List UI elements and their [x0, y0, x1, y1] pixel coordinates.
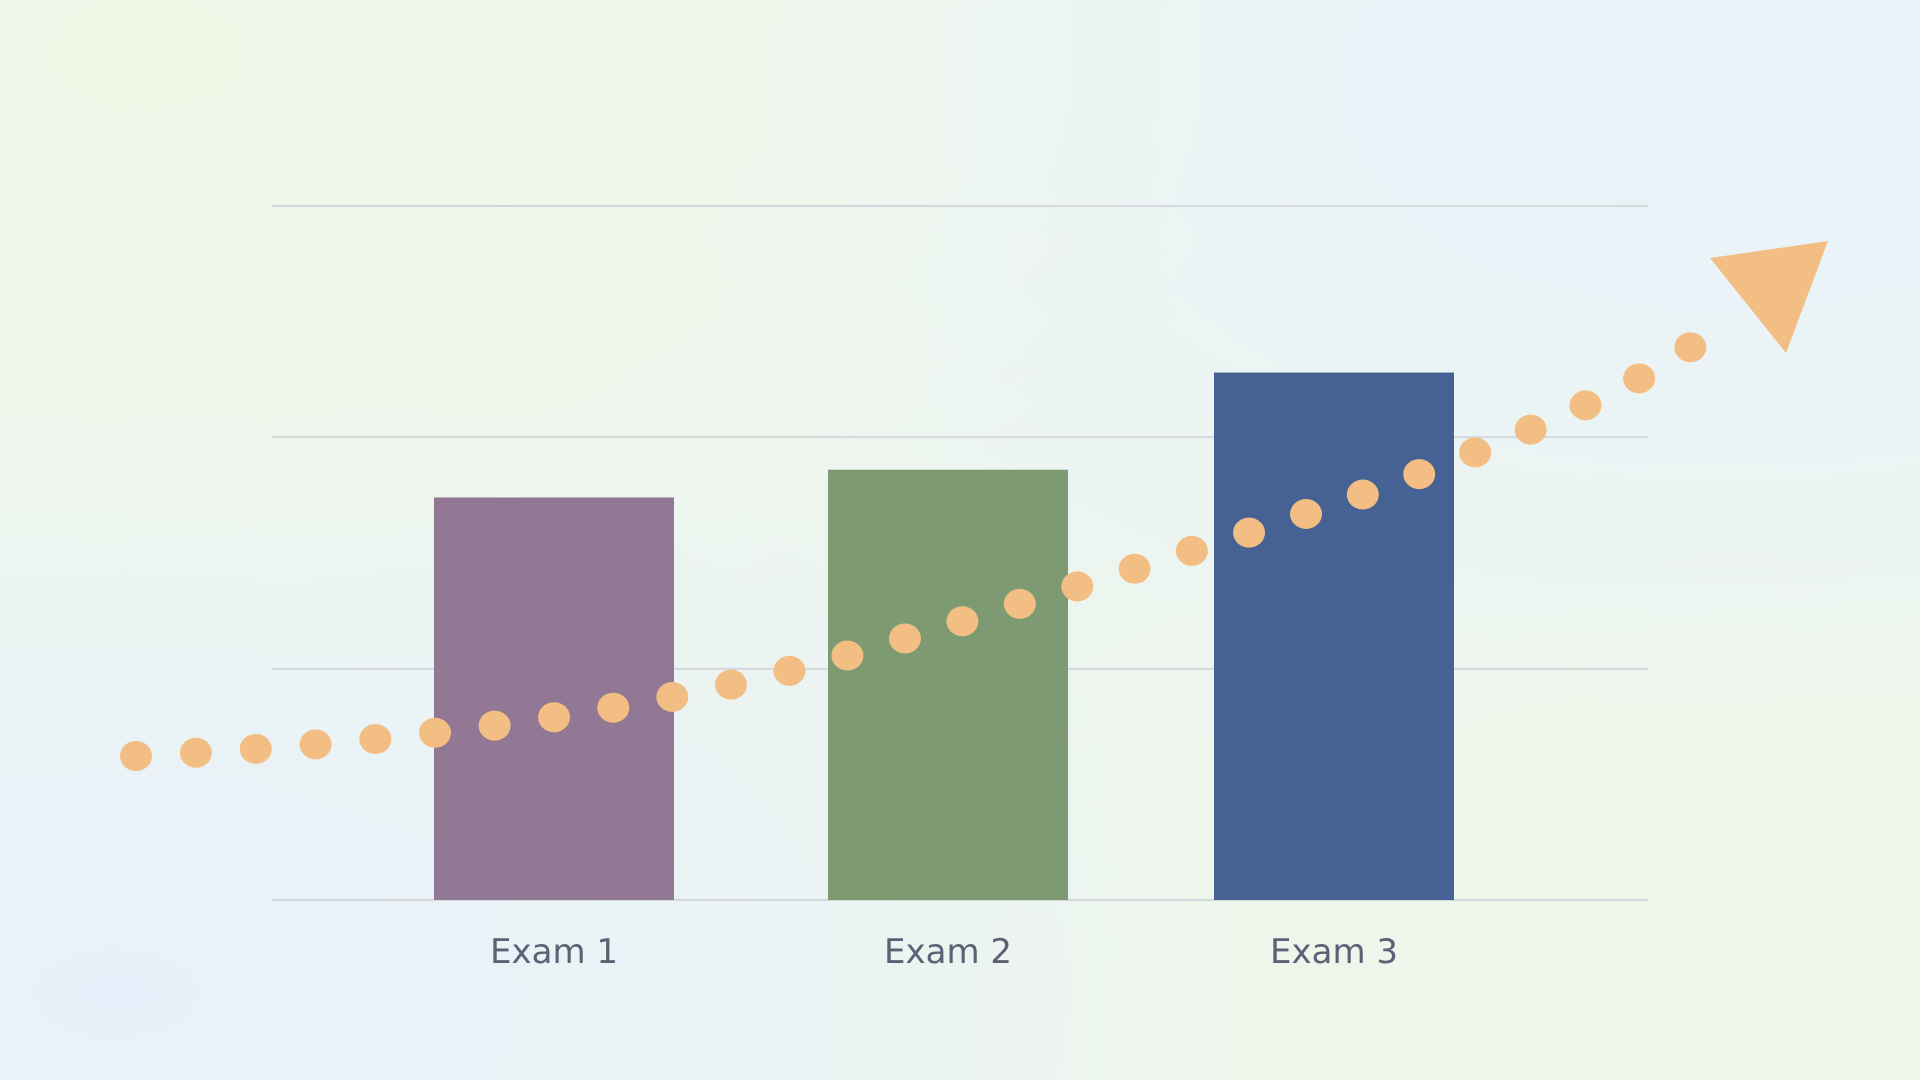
trend-dot-27	[1674, 332, 1707, 363]
trend-dot-26	[1623, 363, 1656, 394]
bar-exam-1	[434, 497, 674, 900]
trend-dot-17	[1118, 553, 1151, 584]
trend-dot-2	[239, 733, 272, 764]
trend-dot-16	[1061, 571, 1094, 602]
bars	[434, 372, 1454, 900]
trend-dot-14	[946, 606, 979, 637]
trend-dot-3	[299, 729, 332, 760]
trend-dot-10	[715, 669, 748, 700]
trend-dot-18	[1175, 535, 1208, 566]
trend-dot-12	[831, 640, 864, 671]
trend-arrowhead-icon	[1710, 241, 1828, 353]
trend-dot-21	[1346, 479, 1379, 510]
trend-dot-4	[359, 724, 392, 755]
trend-dot-22	[1403, 459, 1436, 490]
trend-dot-1	[179, 737, 212, 768]
category-labels: Exam 1 Exam 2 Exam 3	[490, 932, 1398, 972]
x-tick-label-exam-1: Exam 1	[490, 932, 618, 972]
trend-dot-19	[1233, 517, 1266, 548]
x-tick-label-exam-3: Exam 3	[1270, 932, 1398, 972]
trend-dot-0	[120, 741, 152, 771]
trend-dot-13	[888, 623, 921, 654]
trend-dot-24	[1514, 414, 1547, 445]
trend-arrow	[120, 241, 1828, 771]
trend-dot-9	[656, 681, 689, 712]
trend-dot-5	[419, 717, 452, 748]
trend-dot-11	[773, 655, 806, 686]
trend-dot-7	[538, 702, 571, 733]
trend-dot-20	[1290, 498, 1323, 529]
bar-exam-3	[1214, 372, 1454, 900]
trend-dot-25	[1569, 390, 1602, 421]
trend-dot-23	[1459, 437, 1492, 468]
bar-exam-2	[828, 469, 1068, 900]
x-tick-label-exam-2: Exam 2	[884, 932, 1012, 972]
trend-dot-15	[1003, 588, 1036, 619]
trend-dot-6	[478, 710, 511, 741]
trend-dot-8	[597, 692, 630, 723]
